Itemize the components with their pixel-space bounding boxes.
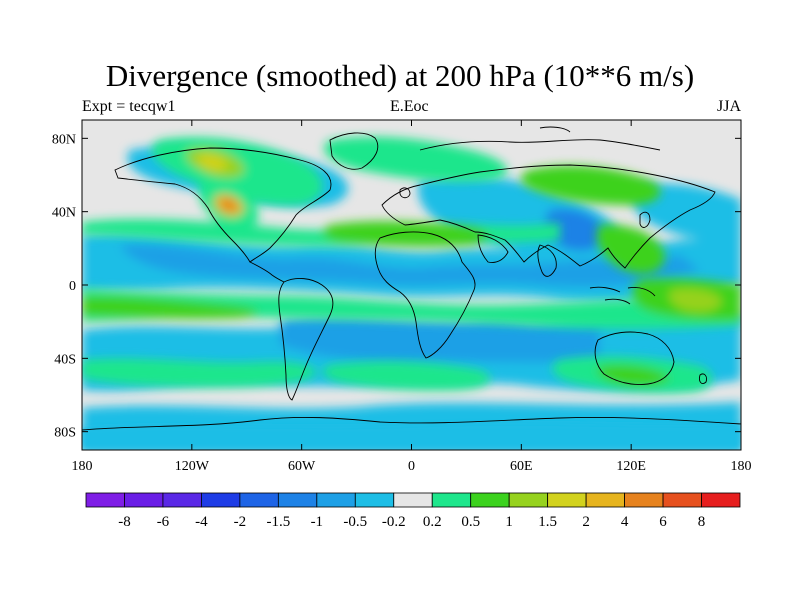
lon-tick-label: 120E: [616, 459, 646, 474]
field-region: [596, 224, 665, 274]
colorbar-swatch: [470, 492, 510, 508]
lon-tick-label: 60W: [288, 459, 316, 474]
field-region: [82, 358, 317, 388]
colorbar-swatch: [624, 492, 664, 508]
map-axes: 80N 40N 0 40S 80S 180 120W 60W 0 60E 120E 180: [52, 120, 752, 474]
colorbar-swatch: [508, 492, 549, 508]
divergence-field: [82, 136, 741, 450]
coastline-europe-asia: [381, 164, 716, 269]
coastlines: [82, 126, 741, 431]
colorbar-label: -8: [118, 514, 131, 530]
lon-tick-label: 180: [731, 459, 752, 474]
colorbar-label: 0.2: [423, 514, 442, 530]
field-region: [521, 165, 661, 205]
lat-tick-label: 0: [69, 279, 76, 294]
lat-tick-label: 80S: [54, 426, 76, 441]
experiment-label: Expt = tecqw1: [82, 98, 176, 115]
field-region: [120, 244, 700, 287]
colorbar-swatch: [85, 492, 125, 508]
colorbar-swatch: [354, 492, 395, 508]
colorbar-swatch: [662, 492, 702, 508]
field-region: [280, 316, 600, 363]
field-region: [632, 183, 741, 242]
coastline-uk: [399, 187, 411, 199]
coastline-antarctica: [82, 416, 741, 431]
coastline-indonesia: [589, 286, 656, 305]
colorbar-swatch: [701, 492, 741, 508]
coastline-central-america: [249, 261, 285, 283]
lon-tick-label: 180: [72, 459, 93, 474]
colorbar-swatch: [431, 492, 472, 508]
colorbar-label: 2: [582, 514, 590, 530]
coastline-greenland: [329, 132, 379, 170]
field-region: [545, 208, 606, 251]
colorbar-label: -0.5: [343, 514, 367, 530]
lon-tick-label: 60E: [510, 459, 533, 474]
colorbar-label: 8: [698, 514, 706, 530]
colorbar-label: 4: [621, 514, 629, 530]
colorbar-label: -1.5: [266, 514, 290, 530]
colorbar-label: 1: [505, 514, 513, 530]
field-region: [324, 136, 508, 182]
colorbar: -8 -6 -4 -2 -1.5 -1 -0.5 -0.2 0.2 0.5 1 1.5 2 4 6 8: [85, 492, 741, 530]
colorbar-swatch: [124, 492, 164, 508]
field-region: [597, 364, 670, 386]
colorbar-label: 6: [659, 514, 667, 530]
colorbar-swatch: [547, 492, 587, 508]
colorbar-swatch: [393, 492, 433, 508]
coastline-india: [537, 244, 557, 277]
colorbar-label: -0.2: [382, 514, 406, 530]
coastline-japan: [639, 211, 651, 228]
coastline-south-america: [278, 278, 334, 401]
field-region: [82, 423, 741, 450]
coastline-africa: [374, 231, 476, 359]
lon-tick-label: 120W: [175, 459, 210, 474]
colorbar-label: 0.5: [461, 514, 480, 530]
coastline-arctic: [419, 126, 661, 151]
colorbar-swatch: [277, 492, 318, 508]
colorbar-swatch: [201, 492, 241, 508]
coastline-australia: [594, 331, 675, 385]
colorbar-label: -4: [195, 514, 208, 530]
field-region: [82, 288, 741, 329]
colorbar-label: 1.5: [538, 514, 557, 530]
colorbar-swatch: [162, 492, 202, 508]
coastline-new-zealand: [699, 373, 707, 385]
lon-tick-label: 0: [408, 459, 415, 474]
season-label: JJA: [716, 98, 741, 115]
lat-tick-label: 40N: [52, 206, 76, 221]
field-region: [322, 361, 491, 391]
coastline-arabia: [477, 234, 509, 263]
field-region: [669, 288, 722, 312]
colorbar-label: -6: [157, 514, 170, 530]
lat-tick-label: 40S: [54, 352, 76, 367]
field-region: [82, 295, 259, 319]
colorbar-swatch: [316, 492, 356, 508]
field-region: [221, 198, 236, 211]
field-region: [197, 154, 228, 171]
colorbar-swatch: [239, 492, 279, 508]
colorbar-label: -1: [311, 514, 324, 530]
colorbar-label: -2: [234, 514, 247, 530]
plot-title: Divergence (smoothed) at 200 hPa (10**6 …: [105, 58, 695, 93]
coastline-north-america: [114, 147, 332, 263]
colorbar-swatch: [585, 492, 625, 508]
center-label: E.Eoc: [390, 98, 429, 115]
lat-tick-label: 80N: [52, 132, 76, 147]
